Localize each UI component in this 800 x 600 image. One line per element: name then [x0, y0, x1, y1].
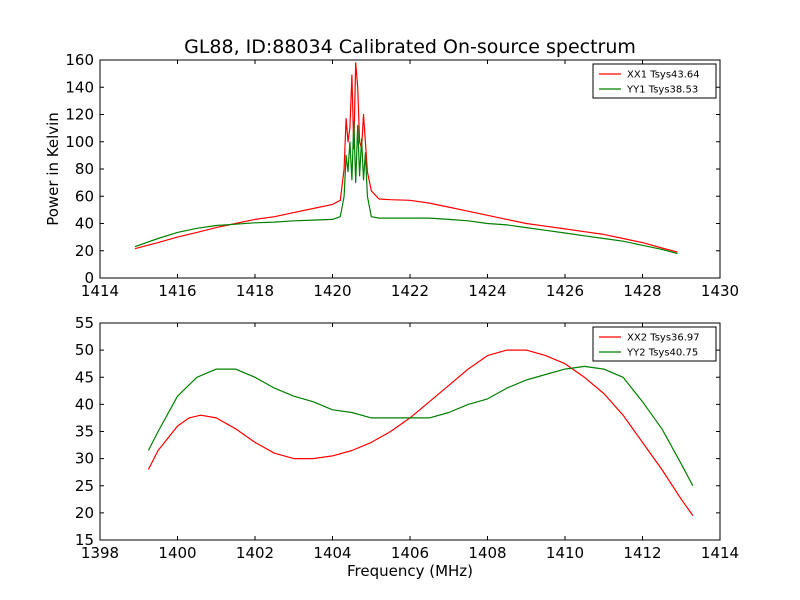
top-legend-label-2: YY1 Tsys38.53	[626, 85, 698, 96]
bottom-y-tick-label: 45	[75, 368, 94, 386]
bottom-y-tick-label: 35	[75, 423, 94, 441]
bottom-legend: XX2 Tsys36.97 YY2 Tsys40.75	[592, 326, 717, 362]
bottom-x-tick-label: 1398	[81, 544, 119, 562]
top-x-tick-label: 1424	[468, 282, 506, 300]
top-x-tick-label: 1414	[81, 282, 119, 300]
bottom-x-tick-label: 1414	[701, 544, 739, 562]
top-x-tick-label: 1422	[391, 282, 429, 300]
bottom-legend-box	[592, 326, 717, 362]
top-legend: XX1 Tsys43.64 YY1 Tsys38.53	[592, 63, 717, 99]
top-x-tick-label: 1418	[236, 282, 274, 300]
bottom-y-tick-label: 20	[75, 504, 94, 522]
bottom-legend-label-1: XX2 Tsys36.97	[627, 333, 700, 344]
top-legend-label-1: XX1 Tsys43.64	[627, 70, 700, 81]
bottom-x-tick-label: 1402	[236, 544, 274, 562]
top-y-tick-label: 120	[65, 106, 94, 124]
bottom-x-tick-label: 1410	[546, 544, 584, 562]
top-series-line-2	[134, 120, 678, 255]
top-x-tick-label: 1430	[701, 282, 739, 300]
bottom-x-tick-label: 1406	[391, 544, 429, 562]
top-x-tick-label: 1416	[158, 282, 196, 300]
bottom-x-tick-label: 1408	[468, 544, 506, 562]
bottom-series-line-2	[147, 365, 694, 487]
top-y-tick-label: 60	[75, 187, 94, 205]
bottom-y-tick-label: 40	[75, 395, 94, 413]
top-x-tick-label: 1420	[313, 282, 351, 300]
top-legend-box	[592, 63, 717, 99]
top-y-tick-label: 40	[75, 215, 94, 233]
bottom-legend-label-2: YY2 Tsys40.75	[626, 348, 698, 359]
bottom-x-tick-label: 1404	[313, 544, 351, 562]
chart-title: GL88, ID:88034 Calibrated On-source spec…	[184, 36, 636, 58]
top-y-tick-label: 100	[65, 133, 94, 151]
bottom-y-tick-label: 30	[75, 450, 94, 468]
top-y-tick-label: 140	[65, 78, 94, 96]
bottom-y-tick-label: 50	[75, 341, 94, 359]
top-y-tick-label: 0	[84, 269, 94, 287]
bottom-x-tick-label: 1400	[158, 544, 196, 562]
bottom-x-tick-label: 1412	[623, 544, 661, 562]
top-y-tick-label: 20	[75, 242, 94, 260]
bottom-x-axis-label: Frequency (MHz)	[347, 562, 473, 580]
bottom-y-tick-label: 25	[75, 477, 94, 495]
bottom-y-tick-label: 55	[75, 314, 94, 332]
top-y-tick-label: 80	[75, 160, 94, 178]
bottom-series-line-1	[147, 349, 694, 516]
bottom-y-tick-label: 15	[75, 531, 94, 549]
top-y-tick-label: 160	[65, 51, 94, 69]
top-x-tick-label: 1428	[623, 282, 661, 300]
top-y-axis-label: Power in Kelvin	[44, 112, 62, 226]
top-x-tick-label: 1426	[546, 282, 584, 300]
